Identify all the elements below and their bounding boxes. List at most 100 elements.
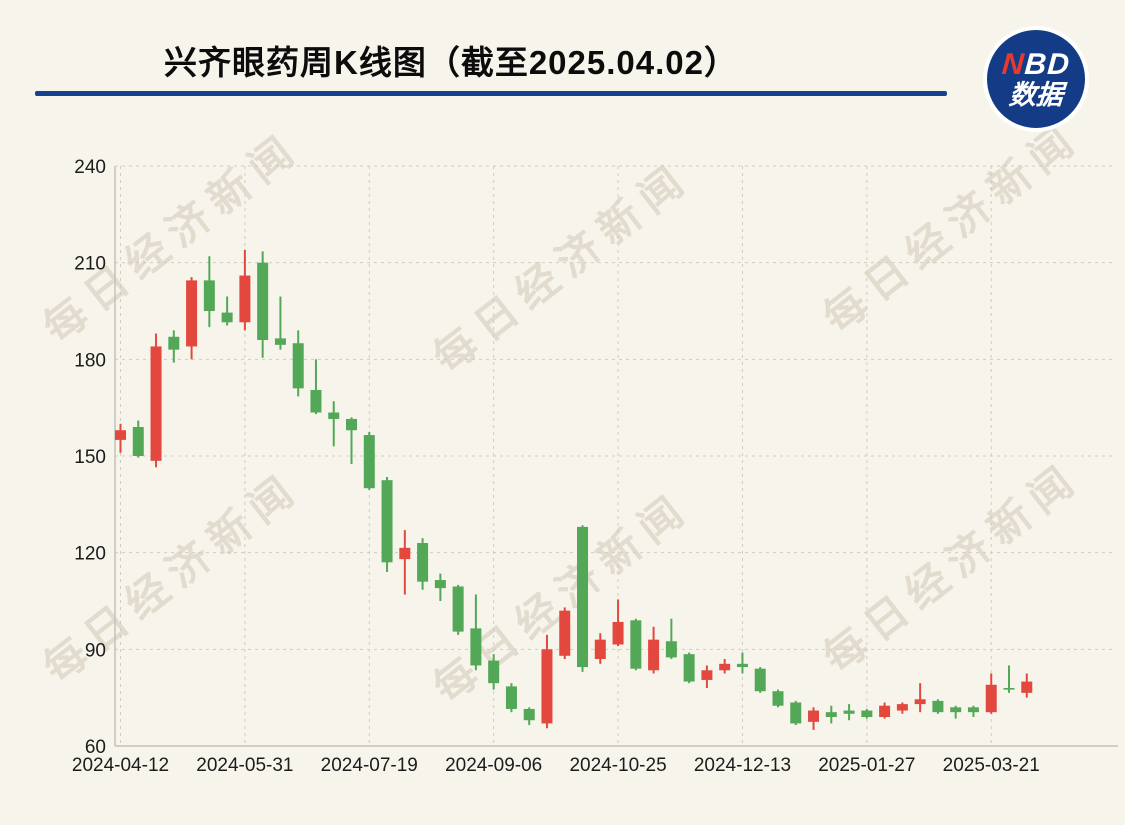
candle-body <box>665 641 677 658</box>
candle <box>594 633 606 664</box>
candle-body <box>648 639 660 671</box>
candle <box>772 689 784 708</box>
candle <box>577 525 589 672</box>
candle-body <box>505 686 517 709</box>
candle <box>630 618 642 671</box>
y-tick-label: 60 <box>85 737 106 758</box>
candle-body <box>470 628 482 666</box>
candle <box>1021 673 1033 698</box>
candle-body <box>772 691 784 706</box>
candle-body <box>1021 681 1033 693</box>
candle-body <box>932 700 944 713</box>
candle <box>132 420 144 458</box>
candle <box>914 683 926 713</box>
candle <box>346 417 358 465</box>
candle-body <box>399 547 411 560</box>
candle-body <box>310 389 322 413</box>
candle <box>719 659 731 674</box>
candle <box>559 607 571 659</box>
candle-body <box>417 543 429 582</box>
candle-body <box>541 649 553 724</box>
candle-body <box>683 654 695 682</box>
axes <box>114 166 1118 747</box>
candle-body <box>896 704 908 711</box>
candle <box>790 700 802 726</box>
candle <box>985 673 997 714</box>
candle <box>1003 665 1015 693</box>
x-tick-label: 2025-01-27 <box>818 755 915 776</box>
candle <box>452 584 464 635</box>
candle-body <box>879 705 891 717</box>
candle-body <box>328 412 340 419</box>
candle-body <box>825 712 837 717</box>
title-rule <box>35 91 947 96</box>
y-tick-label: 210 <box>74 254 106 275</box>
candle <box>808 707 820 730</box>
y-tick-label: 240 <box>74 157 106 178</box>
candle <box>665 618 677 659</box>
candle-body <box>488 660 500 684</box>
candle <box>363 431 375 490</box>
candle <box>683 652 695 684</box>
candle <box>612 599 624 647</box>
y-tick-label: 150 <box>74 447 106 468</box>
candle <box>274 296 286 350</box>
candle-body <box>203 280 215 311</box>
candle <box>736 652 748 674</box>
candle <box>505 683 517 713</box>
candle <box>221 296 233 326</box>
candle-body <box>168 336 180 350</box>
candle-body <box>861 710 873 717</box>
x-tick-label: 2024-07-19 <box>321 755 418 776</box>
candle <box>861 708 873 719</box>
candle <box>470 594 482 671</box>
candle-body <box>452 586 464 632</box>
candle <box>203 256 215 328</box>
candle <box>381 476 393 572</box>
candle-body <box>257 262 269 340</box>
candle-body <box>292 343 304 389</box>
candle <box>310 359 322 415</box>
candle <box>186 277 198 360</box>
candle-body <box>630 620 642 669</box>
candle-body <box>790 702 802 724</box>
candle-body <box>1003 688 1015 690</box>
candle <box>150 333 162 468</box>
candle-body <box>985 684 997 713</box>
candle-body <box>736 663 748 668</box>
candle <box>825 705 837 724</box>
candle-body <box>186 280 198 347</box>
candle-body <box>719 663 731 671</box>
candle <box>399 530 411 595</box>
candle-body <box>132 427 144 456</box>
candle <box>950 705 962 719</box>
candle <box>879 702 891 719</box>
candle <box>168 330 180 363</box>
x-tick-label: 2024-05-31 <box>196 755 293 776</box>
candle-body <box>381 480 393 563</box>
candle-body <box>523 708 535 721</box>
gridlines <box>115 165 1115 746</box>
candle <box>328 401 340 447</box>
candle <box>541 634 553 729</box>
candle-body <box>559 610 571 656</box>
y-tick-label: 180 <box>74 350 106 371</box>
x-tick-label: 2024-04-12 <box>72 755 169 776</box>
candle <box>523 707 535 726</box>
candle-body <box>701 670 713 680</box>
candle-body <box>843 710 855 714</box>
candle <box>434 573 446 601</box>
candle <box>754 667 766 693</box>
candle-body <box>808 710 820 722</box>
candle-body <box>577 526 589 668</box>
candle <box>896 702 908 714</box>
candle <box>701 665 713 688</box>
candle-body <box>754 668 766 692</box>
candle-body <box>346 418 358 431</box>
candle-body <box>967 707 979 713</box>
candle-body <box>612 621 624 645</box>
candle <box>257 251 269 358</box>
candle <box>239 249 251 331</box>
